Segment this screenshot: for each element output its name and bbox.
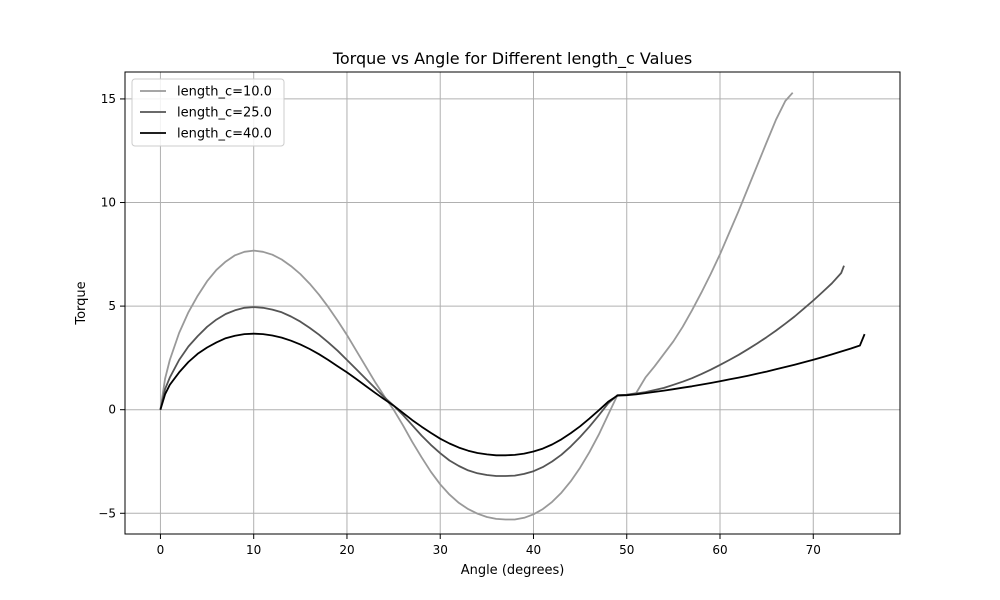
x-tick-label: 0 [157, 543, 165, 557]
legend-label: length_c=10.0 [177, 85, 272, 100]
y-tick-label: −5 [98, 506, 116, 520]
legend-label: length_c=25.0 [177, 106, 272, 121]
grid [125, 72, 900, 534]
series-line-0 [159, 92, 794, 521]
y-tick-label: 15 [101, 92, 116, 106]
x-tick-label: 60 [712, 543, 727, 557]
x-tick-label: 40 [526, 543, 541, 557]
y-tick-label: 5 [108, 299, 116, 313]
series-line-1 [159, 265, 845, 477]
x-tick-label: 50 [619, 543, 634, 557]
series-line-2 [159, 332, 866, 457]
x-tick-label: 10 [246, 543, 261, 557]
legend-box [131, 78, 285, 147]
legend-label: length_c=40.0 [177, 127, 272, 142]
x-axis-label: Angle (degrees) [461, 563, 565, 578]
y-axis-ticks: −5 0 5 10 15 [98, 92, 125, 520]
y-tick-label: 0 [108, 403, 116, 417]
chart-title: Torque vs Angle for Different length_c V… [332, 49, 692, 69]
plot-area-frame [124, 71, 901, 535]
x-axis-ticks: 0 10 20 30 40 50 60 70 [157, 534, 821, 557]
y-axis-label: Torque [74, 281, 89, 325]
series-lines [159, 92, 866, 521]
x-tick-label: 30 [433, 543, 448, 557]
x-tick-label: 70 [806, 543, 821, 557]
y-tick-label: 10 [101, 196, 116, 210]
legend: length_c=10.0 length_c=25.0 length_c=40.0 [131, 78, 285, 147]
x-tick-label: 20 [339, 543, 354, 557]
